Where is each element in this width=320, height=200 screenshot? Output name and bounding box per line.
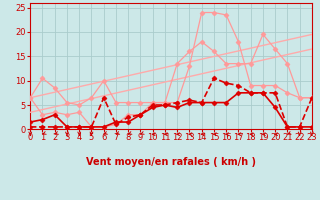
Text: Vent moyen/en rafales ( km/h ): Vent moyen/en rafales ( km/h ): [86, 157, 256, 167]
